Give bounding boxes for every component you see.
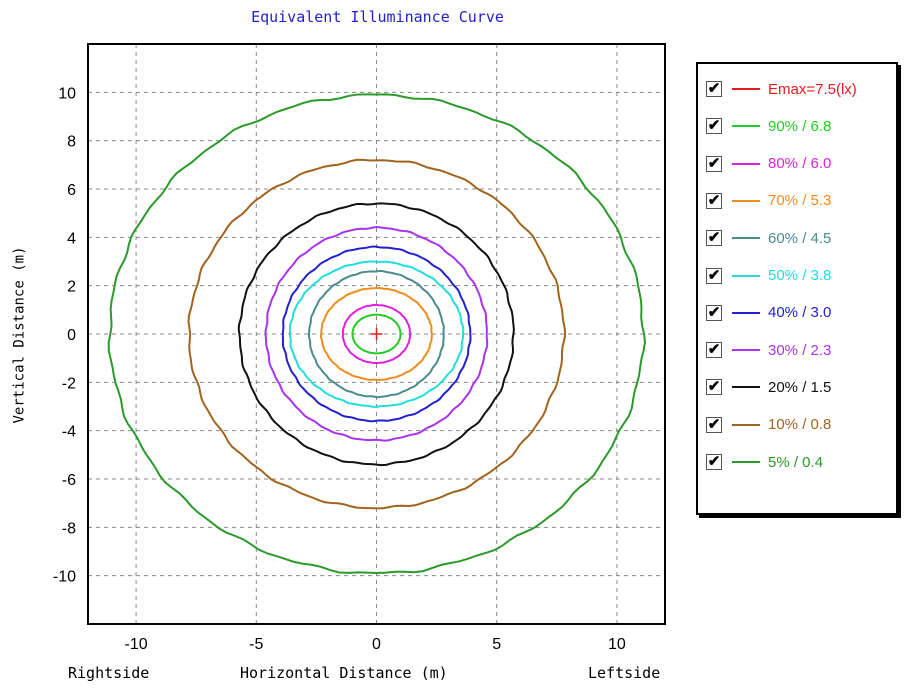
legend-item[interactable]: ✔ 60% / 4.5 [706,225,831,251]
legend-item[interactable]: ✔ 70% / 5.3 [706,188,831,214]
x-tick-label: 10 [608,636,626,653]
legend-swatch [732,386,760,388]
legend-label: 10% / 0.8 [768,416,831,433]
legend-checkbox[interactable]: ✔ [706,454,722,470]
legend-label: Emax=7.5(lx) [768,81,857,98]
x-tick-label: -5 [249,636,263,653]
legend: ✔ Emax=7.5(lx) ✔ 90% / 6.8 ✔ 80% / 6.0 ✔ 70% / … [696,62,898,515]
legend-swatch [732,461,760,463]
legend-item[interactable]: ✔ 20% / 1.5 [706,374,831,400]
legend-item[interactable]: ✔ 10% / 0.8 [706,412,831,438]
legend-label: 90% / 6.8 [768,118,831,135]
y-tick-label: 8 [67,134,76,151]
legend-checkbox[interactable]: ✔ [706,379,722,395]
legend-swatch [732,125,760,127]
y-tick-labels: -10 -8 -6 -4 -2 0 2 4 6 8 10 [53,85,76,585]
y-tick-label: -2 [62,375,76,392]
legend-checkbox[interactable]: ✔ [706,417,722,433]
x-side-label-left: Rightside [68,664,149,682]
legend-label: 40% / 3.0 [768,304,831,321]
y-tick-label: 2 [67,279,76,296]
legend-checkbox[interactable]: ✔ [706,118,722,134]
legend-item[interactable]: ✔ 90% / 6.8 [706,113,831,139]
legend-swatch [732,200,760,202]
y-tick-label: -4 [62,424,76,441]
legend-item[interactable]: ✔ 30% / 2.3 [706,337,831,363]
legend-swatch [732,163,760,165]
y-tick-label: 4 [67,230,76,247]
emax-marker [371,328,383,340]
legend-label: 60% / 4.5 [768,230,831,247]
legend-checkbox[interactable]: ✔ [706,305,722,321]
y-tick-label: 10 [58,85,76,102]
x-tick-labels: -10 -5 0 5 10 [125,636,626,653]
legend-swatch [732,312,760,314]
legend-label: 5% / 0.4 [768,454,823,471]
legend-swatch [732,349,760,351]
legend-checkbox[interactable]: ✔ [706,193,722,209]
legend-item[interactable]: ✔ 5% / 0.4 [706,449,823,475]
legend-checkbox[interactable]: ✔ [706,230,722,246]
y-tick-label: -6 [62,472,76,489]
x-axis-label: Horizontal Distance (m) [240,664,448,682]
legend-label: 20% / 1.5 [768,379,831,396]
x-tick-label: -10 [125,636,148,653]
legend-swatch [732,424,760,426]
legend-label: 50% / 3.8 [768,267,831,284]
legend-item[interactable]: ✔ 80% / 6.0 [706,151,831,177]
x-tick-label: 0 [372,636,381,653]
legend-item[interactable]: ✔ 50% / 3.8 [706,263,831,289]
legend-label: 30% / 2.3 [768,342,831,359]
y-tick-label: -10 [53,569,76,586]
legend-checkbox[interactable]: ✔ [706,268,722,284]
legend-checkbox[interactable]: ✔ [706,342,722,358]
legend-checkbox[interactable]: ✔ [706,81,722,97]
legend-item[interactable]: ✔ Emax=7.5(lx) [706,76,857,102]
legend-item[interactable]: ✔ 40% / 3.0 [706,300,831,326]
y-tick-label: 6 [67,182,76,199]
legend-swatch [732,275,760,277]
y-tick-label: 0 [67,327,76,344]
legend-checkbox[interactable]: ✔ [706,156,722,172]
legend-swatch [732,88,760,90]
x-side-label-right: Leftside [588,664,660,682]
legend-label: 70% / 5.3 [768,192,831,209]
legend-swatch [732,237,760,239]
y-tick-label: -8 [62,520,76,537]
x-tick-label: 5 [492,636,501,653]
legend-label: 80% / 6.0 [768,155,831,172]
